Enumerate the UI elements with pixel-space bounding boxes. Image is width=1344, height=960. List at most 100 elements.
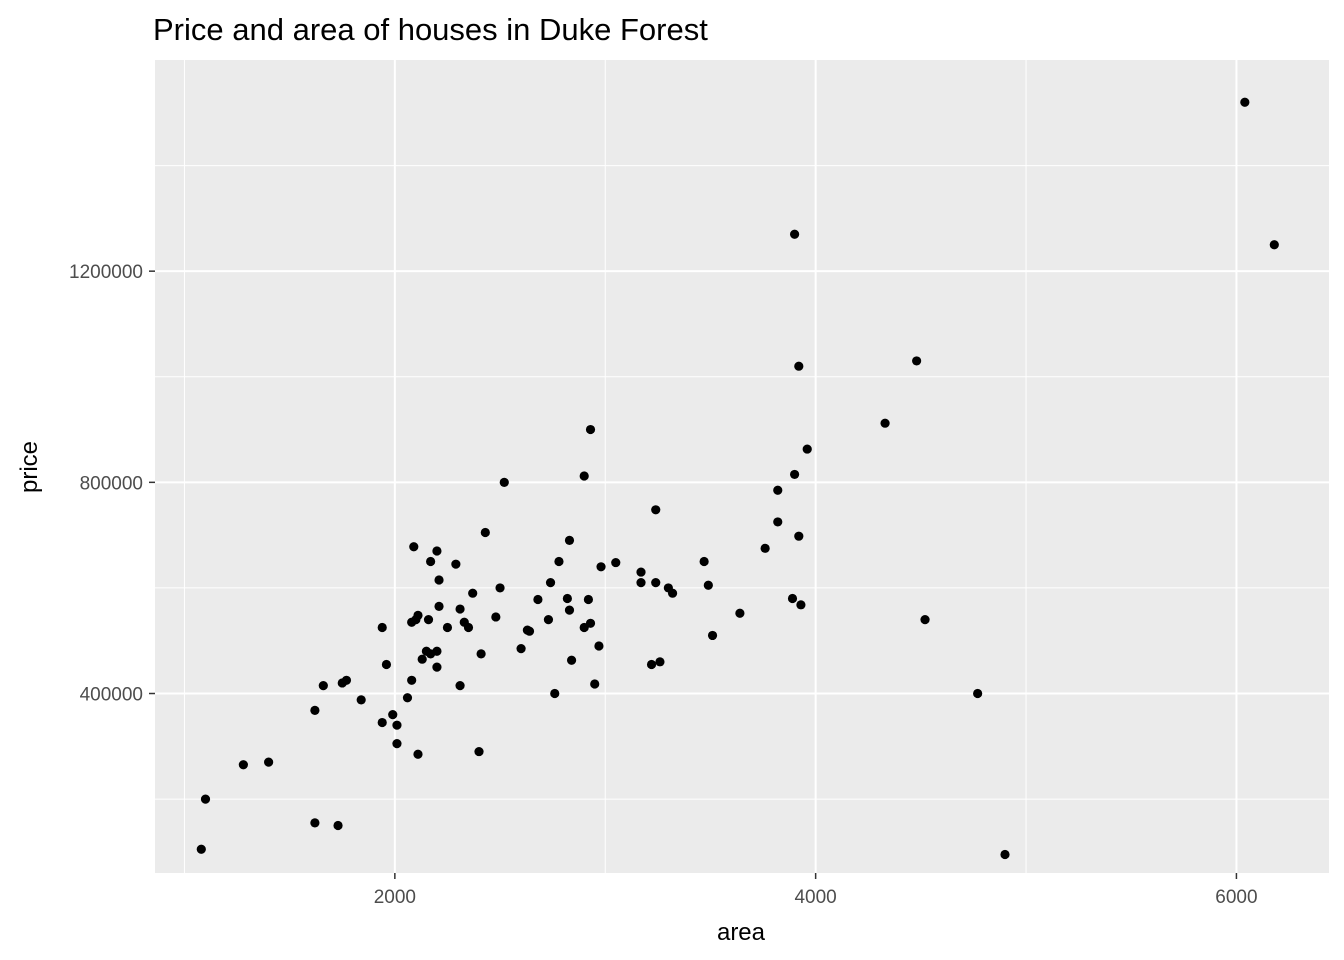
data-point [432,662,442,672]
data-point [491,612,501,622]
data-point [703,580,713,590]
data-point [651,578,661,588]
x-tick-label: 6000 [1215,887,1257,908]
data-point [655,657,665,667]
major-gridlines [155,60,1329,873]
x-tick-label: 2000 [374,887,416,908]
data-point [735,608,745,618]
data-point [377,622,387,633]
data-point [583,594,594,605]
x-axis-ticks: 2000 4000 6000 [374,873,1258,908]
data-point [463,622,474,633]
data-point [707,630,718,641]
data-point [596,562,606,572]
plot-panel [155,60,1329,873]
data-point [434,575,444,585]
data-point [646,659,657,670]
data-point [426,556,436,567]
data-point [238,760,248,770]
data-point [636,578,646,588]
y-axis-ticks: 400000 800000 1200000 [69,262,155,706]
data-point [442,622,453,633]
data-point [562,593,572,604]
data-point [392,739,402,749]
data-point [455,604,465,614]
data-point [789,229,800,239]
data-point [388,710,398,720]
data-point [585,424,596,435]
data-point [550,688,560,699]
data-point [432,646,442,656]
data-point [407,675,417,685]
data-point [423,614,434,625]
x-tick-label: 4000 [794,887,836,908]
data-point [310,818,320,828]
data-point [474,746,484,757]
data-point [796,600,806,610]
data-point [356,695,366,705]
data-point [434,601,444,611]
data-point [495,583,505,593]
data-point [590,679,600,689]
data-point [545,578,556,588]
data-point [533,594,543,605]
data-point [451,559,461,569]
data-point [480,527,490,538]
data-point [318,680,328,691]
data-point [341,675,352,685]
minor-gridlines [155,60,1329,873]
data-point [413,749,423,759]
data-point [543,614,554,625]
data-point [476,649,486,659]
data-point [1000,849,1010,860]
data-point [564,605,575,615]
data-point [381,659,392,670]
data-point [455,680,465,691]
data-point [468,588,478,598]
data-points [196,97,1279,860]
data-point [564,535,575,546]
data-point [310,705,320,716]
data-point [579,471,589,481]
data-point [499,477,509,487]
data-point [636,567,646,577]
y-tick-label: 400000 [80,685,143,706]
data-point [611,557,621,568]
data-point [594,641,604,651]
data-point [413,610,423,620]
data-point [912,356,922,366]
data-point [699,556,709,567]
data-point [667,588,678,598]
y-tick-label: 1200000 [69,262,143,283]
data-point [973,688,983,699]
chart-title: Price and area of houses in Duke Forest [153,12,708,47]
data-point [760,543,770,553]
data-point [554,556,564,567]
data-point [377,717,387,728]
data-point [402,693,413,703]
data-point [794,361,804,371]
data-point [773,517,783,527]
data-point [200,794,211,804]
data-point [417,654,427,664]
data-point [432,546,442,556]
y-tick-label: 800000 [80,473,143,494]
data-point [773,485,783,495]
data-point [409,542,419,552]
data-point [787,593,798,604]
data-point [585,618,596,628]
data-point [802,444,812,454]
data-point [516,644,526,654]
data-point [264,757,274,767]
data-point [196,844,206,854]
data-point [880,418,890,428]
data-point [566,655,577,665]
data-point [524,626,535,636]
data-point [789,469,800,480]
y-axis-title: price [16,441,43,493]
data-point [651,505,661,515]
data-point [392,720,402,730]
data-point [1269,240,1279,250]
data-point [333,820,343,831]
